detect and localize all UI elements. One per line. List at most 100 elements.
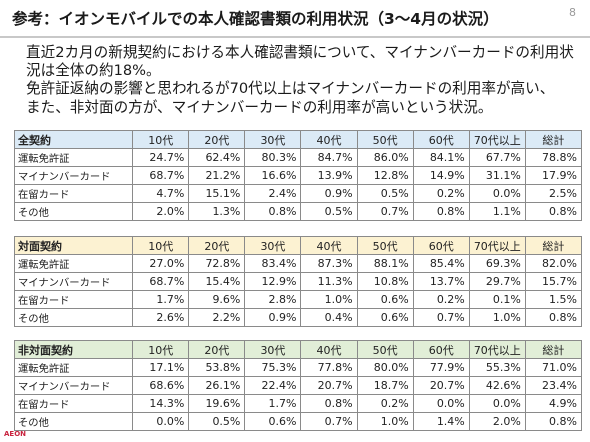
row-label: 在留カード — [13, 394, 134, 413]
table-cell: 15.1% — [188, 184, 246, 203]
table-cell: 2.4% — [244, 184, 302, 203]
table-cell: 77.8% — [300, 358, 358, 377]
page-number: 8 — [569, 6, 576, 19]
table-cell: 1.1% — [468, 202, 526, 221]
slide-title: 参考：イオンモバイルでの本人確認書類の利用状況（3～4月の状況） — [12, 10, 499, 28]
table-cell: 0.0% — [412, 394, 470, 413]
table-row: 在留カード 14.3% 19.6% 1.7% 0.8% 0.2% 0.0% 0.0% 4.9% — [13, 394, 583, 413]
table-cell: 80.0% — [356, 358, 414, 377]
table-cell: 0.0% — [468, 184, 526, 203]
column-header: 40代 — [300, 130, 358, 149]
slide-header: 参考：イオンモバイルでの本人確認書類の利用状況（3～4月の状況） 8 — [0, 0, 590, 38]
table-cell: 29.7% — [468, 272, 526, 291]
table-cell: 83.4% — [244, 254, 302, 273]
table-cell: 2.5% — [524, 184, 583, 203]
table-cell: 72.8% — [188, 254, 246, 273]
table-cell: 2.2% — [188, 308, 246, 327]
table-cell: 13.9% — [300, 166, 358, 185]
row-label: マイナンバーカード — [13, 376, 134, 395]
table-row: マイナンバーカード 68.7% 15.4% 12.9% 11.3% 10.8% 13.7% 2… — [13, 272, 583, 291]
table-title: 全契約 — [13, 130, 134, 149]
table-cell: 20.7% — [300, 376, 358, 395]
table-face-to-face-contracts: 対面契約 10代 20代 30代 40代 50代 60代 70代以上 総計 運転免許証 27.0% 7… — [13, 236, 583, 327]
table-cell: 17.1% — [132, 358, 190, 377]
aeon-logo: AEON — [4, 430, 27, 438]
table-cell: 14.3% — [132, 394, 190, 413]
column-header: 50代 — [356, 130, 414, 149]
row-label: その他 — [13, 412, 134, 431]
row-label: マイナンバーカード — [13, 272, 134, 291]
table-cell: 0.0% — [468, 394, 526, 413]
table-cell: 14.9% — [412, 166, 470, 185]
table-cell: 1.7% — [132, 290, 190, 309]
column-header: 60代 — [412, 236, 470, 255]
table-cell: 18.7% — [356, 376, 414, 395]
table-cell: 88.1% — [356, 254, 414, 273]
table-cell: 1.3% — [188, 202, 246, 221]
table-cell: 12.9% — [244, 272, 302, 291]
column-header: 総計 — [524, 340, 583, 359]
table-all-contracts: 全契約 10代 20代 30代 40代 50代 60代 70代以上 総計 運転免許証 24.7% 62… — [13, 130, 583, 221]
table-non-face-to-face-contracts: 非対面契約 10代 20代 30代 40代 50代 60代 70代以上 総計 運転免許証 17.1%… — [13, 340, 583, 431]
table-cell: 0.9% — [244, 308, 302, 327]
table-cell: 1.0% — [356, 412, 414, 431]
table-cell: 68.7% — [132, 166, 190, 185]
row-label: マイナンバーカード — [13, 166, 134, 185]
table-cell: 71.0% — [524, 358, 583, 377]
table-cell: 75.3% — [244, 358, 302, 377]
table-cell: 0.9% — [300, 184, 358, 203]
summary-line: 況は全体の約18%。 — [26, 62, 161, 80]
table-cell: 2.8% — [244, 290, 302, 309]
column-header: 40代 — [300, 236, 358, 255]
table-cell: 86.0% — [356, 148, 414, 167]
table-cell: 23.4% — [524, 376, 583, 395]
table-cell: 53.8% — [188, 358, 246, 377]
table-cell: 80.3% — [244, 148, 302, 167]
table-cell: 42.6% — [468, 376, 526, 395]
row-label: 在留カード — [13, 290, 134, 309]
table-cell: 69.3% — [468, 254, 526, 273]
table-cell: 0.8% — [524, 412, 583, 431]
table-cell: 2.0% — [468, 412, 526, 431]
table-row: 運転免許証 17.1% 53.8% 75.3% 77.8% 80.0% 77.9% 55.3%… — [13, 358, 583, 377]
table-cell: 0.7% — [412, 308, 470, 327]
summary-line: 免許証返納の影響と思われるが70代以上はマイナンバーカードの利用率が高い、 — [26, 80, 555, 98]
table-cell: 24.7% — [132, 148, 190, 167]
table-cell: 1.0% — [300, 290, 358, 309]
summary-text: 直近2カ月の新規契約における本人確認書類について、マイナンバーカードの利用状 況… — [26, 44, 578, 117]
table-row: 運転免許証 24.7% 62.4% 80.3% 84.7% 86.0% 84.1% 67.7%… — [13, 148, 583, 167]
table-cell: 17.9% — [524, 166, 583, 185]
table-cell: 31.1% — [468, 166, 526, 185]
column-header: 総計 — [524, 236, 583, 255]
table-cell: 84.7% — [300, 148, 358, 167]
table-cell: 10.8% — [356, 272, 414, 291]
row-label: 運転免許証 — [13, 254, 134, 273]
table-cell: 19.6% — [188, 394, 246, 413]
table-cell: 1.7% — [244, 394, 302, 413]
table-cell: 0.5% — [300, 202, 358, 221]
table-row: マイナンバーカード 68.6% 26.1% 22.4% 20.7% 18.7% 20.7% 4… — [13, 376, 583, 395]
table-cell: 0.6% — [356, 290, 414, 309]
row-label: その他 — [13, 308, 134, 327]
column-header: 20代 — [188, 236, 246, 255]
row-label: 在留カード — [13, 184, 134, 203]
table-cell: 0.8% — [300, 394, 358, 413]
table-cell: 15.4% — [188, 272, 246, 291]
column-header: 10代 — [132, 236, 190, 255]
table-cell: 22.4% — [244, 376, 302, 395]
column-header: 20代 — [188, 130, 246, 149]
table-row: 運転免許証 27.0% 72.8% 83.4% 87.3% 88.1% 85.4% 69.3%… — [13, 254, 583, 273]
table-row: マイナンバーカード 68.7% 21.2% 16.6% 13.9% 12.8% 14.9% 3… — [13, 166, 583, 185]
column-header: 10代 — [132, 340, 190, 359]
table-cell: 20.7% — [412, 376, 470, 395]
table-cell: 1.0% — [468, 308, 526, 327]
table-cell: 21.2% — [188, 166, 246, 185]
table-cell: 0.2% — [412, 184, 470, 203]
table-cell: 4.9% — [524, 394, 583, 413]
column-header: 30代 — [244, 236, 302, 255]
column-header: 60代 — [412, 130, 470, 149]
table-cell: 87.3% — [300, 254, 358, 273]
column-header: 30代 — [244, 130, 302, 149]
table-cell: 0.8% — [412, 202, 470, 221]
table-cell: 82.0% — [524, 254, 583, 273]
